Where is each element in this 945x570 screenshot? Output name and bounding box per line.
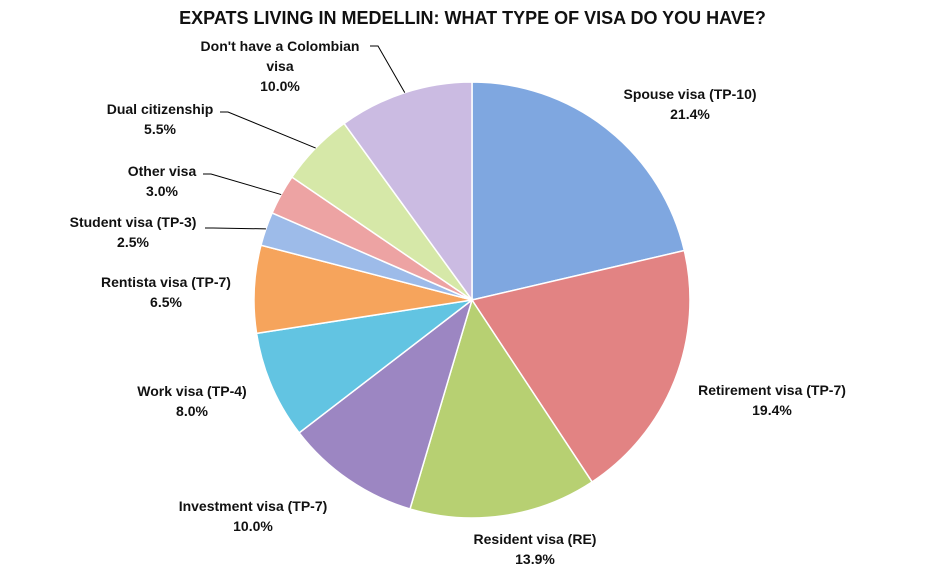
slice-label: Work visa (TP-4) 8.0% bbox=[137, 381, 246, 421]
leader-line bbox=[203, 173, 282, 196]
leader-line bbox=[220, 111, 316, 149]
category-label: Don't have a Colombian visa bbox=[200, 38, 360, 74]
pie-slice bbox=[471, 81, 686, 301]
pie-slice bbox=[409, 298, 594, 519]
category-label: Work visa (TP-4) bbox=[137, 383, 247, 399]
pie-slice bbox=[343, 81, 473, 303]
category-label: Rentista visa (TP-7) bbox=[101, 274, 231, 290]
slice-label: Don't have a Colombian visa 10.0% bbox=[191, 36, 369, 96]
slice-label: Spouse visa (TP-10) 21.4% bbox=[623, 84, 756, 124]
slice-label: Dual citizenship 5.5% bbox=[107, 99, 214, 139]
pie-slice bbox=[298, 297, 474, 510]
value-label: 10.0% bbox=[260, 78, 300, 94]
category-label: Resident visa (RE) bbox=[473, 531, 597, 547]
slice-label: Rentista visa (TP-7) 6.5% bbox=[101, 272, 231, 312]
category-label: Investment visa (TP-7) bbox=[178, 498, 328, 514]
value-label: 19.4% bbox=[752, 402, 792, 418]
value-label: 21.4% bbox=[670, 106, 710, 122]
value-label: 6.5% bbox=[150, 294, 182, 310]
value-label: 3.0% bbox=[146, 183, 178, 199]
category-label: Spouse visa (TP-10) bbox=[623, 86, 757, 102]
value-label: 5.5% bbox=[144, 121, 176, 137]
value-label: 2.5% bbox=[117, 234, 149, 250]
value-label: 13.9% bbox=[515, 551, 555, 567]
category-label: Student visa (TP-3) bbox=[69, 214, 197, 230]
category-label: Dual citizenship bbox=[106, 101, 214, 117]
pie-slice bbox=[470, 249, 691, 484]
slice-label: Investment visa (TP-7) 10.0% bbox=[179, 496, 328, 536]
slice-label: Retirement visa (TP-7) 19.4% bbox=[698, 380, 846, 420]
category-label: Other visa bbox=[127, 163, 197, 179]
value-label: 10.0% bbox=[233, 518, 273, 534]
slice-label: Other visa 3.0% bbox=[128, 161, 196, 201]
slice-label: Student visa (TP-3) 2.5% bbox=[70, 212, 197, 252]
slice-label: Resident visa (RE) 13.9% bbox=[474, 529, 597, 569]
leader-line bbox=[205, 227, 266, 230]
category-label: Retirement visa (TP-7) bbox=[698, 382, 846, 398]
value-label: 8.0% bbox=[176, 403, 208, 419]
chart-title: EXPATS LIVING IN MEDELLIN: WHAT TYPE OF … bbox=[179, 8, 766, 28]
pie-slice bbox=[255, 299, 473, 434]
leader-line bbox=[370, 45, 406, 93]
